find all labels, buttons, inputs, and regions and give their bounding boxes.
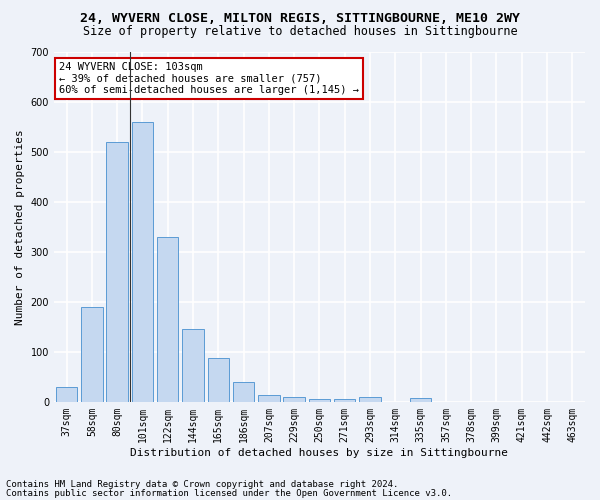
Bar xyxy=(410,398,431,402)
X-axis label: Distribution of detached houses by size in Sittingbourne: Distribution of detached houses by size … xyxy=(130,448,508,458)
Bar xyxy=(283,397,305,402)
Text: Contains HM Land Registry data © Crown copyright and database right 2024.: Contains HM Land Registry data © Crown c… xyxy=(6,480,398,489)
Bar xyxy=(359,397,381,402)
Bar xyxy=(106,142,128,402)
Bar xyxy=(309,400,330,402)
Bar xyxy=(334,400,355,402)
Y-axis label: Number of detached properties: Number of detached properties xyxy=(15,129,25,324)
Text: Size of property relative to detached houses in Sittingbourne: Size of property relative to detached ho… xyxy=(83,25,517,38)
Text: 24, WYVERN CLOSE, MILTON REGIS, SITTINGBOURNE, ME10 2WY: 24, WYVERN CLOSE, MILTON REGIS, SITTINGB… xyxy=(80,12,520,26)
Bar xyxy=(131,122,153,402)
Text: 24 WYVERN CLOSE: 103sqm
← 39% of detached houses are smaller (757)
60% of semi-d: 24 WYVERN CLOSE: 103sqm ← 39% of detache… xyxy=(59,62,359,95)
Bar xyxy=(81,306,103,402)
Text: Contains public sector information licensed under the Open Government Licence v3: Contains public sector information licen… xyxy=(6,488,452,498)
Bar xyxy=(182,330,204,402)
Bar xyxy=(157,236,178,402)
Bar xyxy=(208,358,229,402)
Bar xyxy=(56,387,77,402)
Bar xyxy=(258,396,280,402)
Bar xyxy=(233,382,254,402)
